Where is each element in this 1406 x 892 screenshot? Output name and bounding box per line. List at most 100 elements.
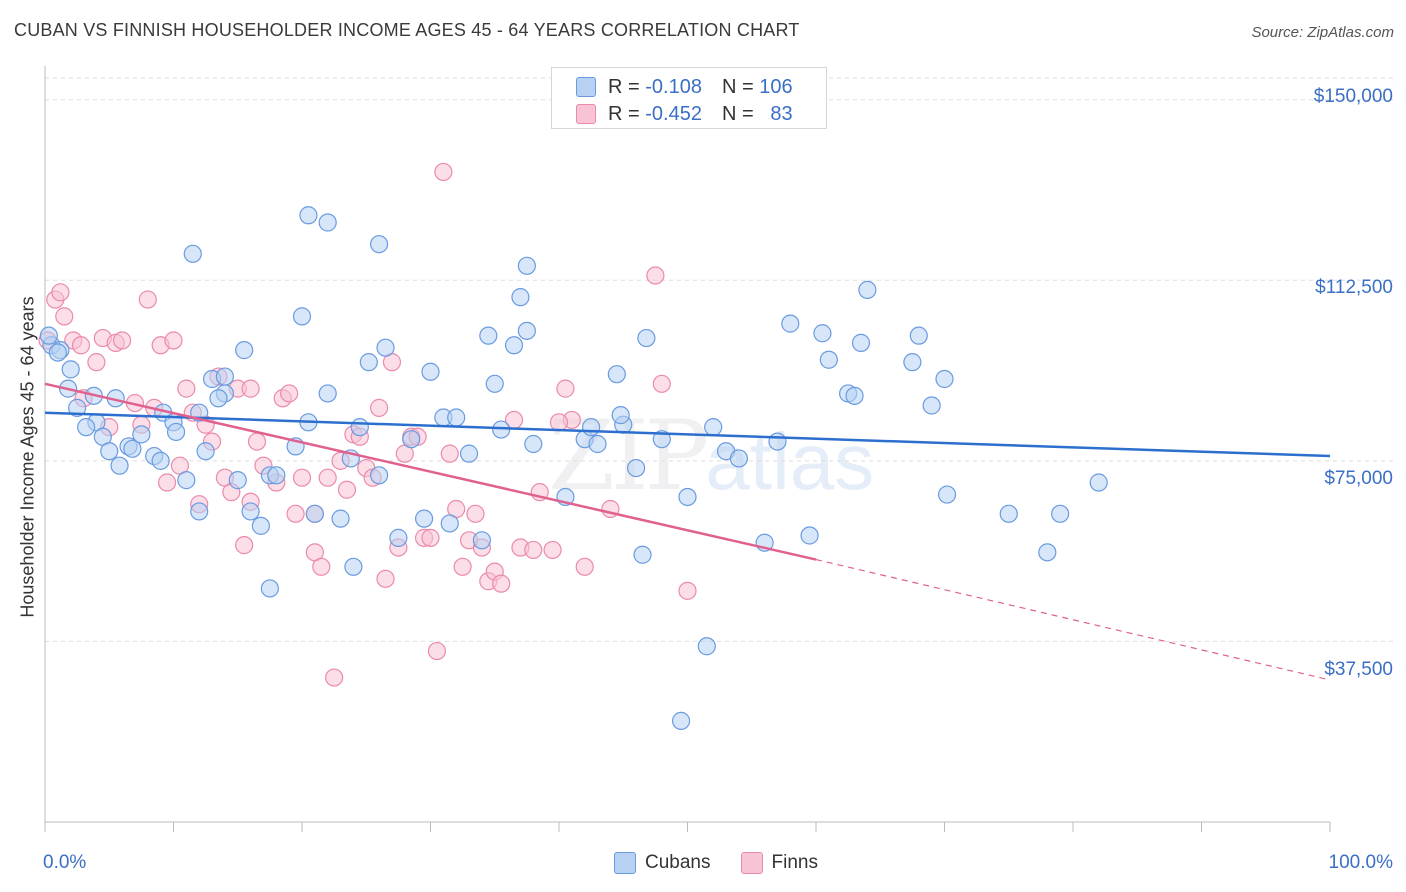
cubans-point — [209, 389, 228, 408]
y-tick-label-112500: $112,500 — [1315, 277, 1393, 298]
finns-legend-label: Finns — [771, 852, 818, 873]
cubans-swatch — [576, 77, 596, 97]
finns-point — [453, 557, 472, 576]
finns-point — [556, 379, 575, 398]
cubans-point — [389, 528, 408, 547]
finns-trend-line — [44, 382, 817, 561]
finns-trend-extension — [815, 558, 1331, 681]
cubans-point — [376, 338, 395, 357]
cubans-point — [228, 471, 247, 490]
finns-point — [247, 432, 267, 451]
cubans-point — [77, 418, 96, 437]
y-axis-title: Householder Income Ages 45 - 64 years — [17, 296, 38, 618]
cubans-point — [123, 439, 142, 458]
cubans-point — [671, 711, 691, 730]
legend-r-label: R = — [608, 102, 640, 125]
correlation-legend: R = -0.108 N = 106 R = -0.452 N = 83 — [551, 67, 827, 129]
finns-point — [524, 540, 543, 560]
cubans-point — [704, 418, 723, 437]
series-legend: Cubans Finns — [614, 852, 818, 874]
cubans-point — [851, 333, 871, 352]
cubans-point — [611, 406, 630, 425]
cubans-point — [318, 213, 337, 232]
cubans-point — [166, 422, 186, 442]
finns-point — [652, 374, 671, 393]
finns-point — [286, 504, 305, 523]
finns-point — [235, 536, 254, 555]
legend-r-value: -0.452 — [645, 102, 702, 125]
legend-n-label: N = — [721, 75, 754, 98]
cubans-point — [183, 244, 202, 263]
cubans-point — [359, 353, 378, 372]
finns-point — [646, 266, 665, 285]
cubans-point — [1051, 504, 1070, 523]
cubans-point — [633, 545, 652, 564]
cubans-legend-label: Cubans — [645, 852, 711, 873]
finns-point — [51, 283, 70, 302]
cubans-point — [370, 466, 389, 485]
cubans-point — [909, 326, 928, 345]
y-tick-label-150000: $150,000 — [1313, 86, 1393, 107]
finns-point — [312, 557, 331, 576]
x-tick-label-min: 0.0% — [43, 852, 87, 873]
finns-point — [440, 444, 459, 463]
cubans-point — [607, 365, 626, 384]
cubans-point — [935, 369, 954, 389]
cubans-point — [305, 504, 324, 523]
cubans-point — [524, 434, 543, 454]
finns-point — [280, 384, 299, 403]
cubans-point — [485, 374, 504, 393]
finns-point — [112, 331, 132, 350]
finns-point — [376, 569, 395, 588]
finns-point — [318, 468, 337, 487]
finns-point — [325, 668, 344, 687]
cubans-point — [922, 396, 941, 415]
cubans-point — [251, 516, 270, 535]
finns-point — [421, 528, 440, 547]
finns-swatch — [576, 104, 596, 124]
cubans-point — [626, 458, 646, 478]
cubans-point — [190, 502, 209, 521]
cubans-point — [292, 307, 312, 326]
cubans-point — [637, 328, 656, 348]
cubans-point — [511, 288, 530, 307]
cubans-point — [492, 420, 511, 439]
y-tick-label-75000: $75,000 — [1324, 468, 1393, 489]
cubans-point — [39, 326, 58, 345]
finns-point — [87, 353, 106, 372]
cubans-point — [999, 504, 1018, 523]
finns-point — [434, 162, 453, 182]
chart-title: CUBAN VS FINNISH HOUSEHOLDER INCOME AGES… — [14, 20, 800, 40]
finns-point — [241, 379, 260, 398]
finns-point — [71, 336, 91, 355]
cubans-point — [858, 280, 877, 300]
legend-r-value: -0.108 — [645, 75, 702, 98]
cubans-point — [61, 360, 80, 379]
y-tick-label-37500: $37,500 — [1324, 659, 1393, 680]
cubans-point — [517, 321, 536, 340]
cubans-point — [479, 326, 498, 345]
cubans-point — [903, 353, 922, 372]
cubans-point — [241, 502, 260, 521]
legend-n-value: 83 — [770, 102, 793, 125]
cubans-point — [845, 386, 864, 405]
legend-n-value: 106 — [759, 75, 793, 98]
finns-point — [157, 473, 177, 492]
finns-point — [575, 557, 594, 576]
cubans-point — [1038, 543, 1057, 562]
finns-point — [138, 290, 157, 309]
cubans-point — [678, 487, 697, 507]
cubans-point — [350, 418, 369, 437]
cubans-point — [235, 341, 254, 360]
legend-row-cubans: R = -0.108 N = 106 — [576, 75, 793, 99]
finns-point — [427, 641, 447, 661]
finns-point — [549, 413, 569, 432]
finns-point — [177, 379, 196, 398]
cubans-point — [1089, 473, 1108, 492]
cubans-point — [447, 408, 466, 427]
cubans-point — [299, 206, 318, 225]
cubans-point — [177, 471, 196, 490]
cubans-legend-swatch — [614, 852, 636, 874]
cubans-point — [819, 350, 838, 369]
finns-point — [678, 581, 697, 600]
